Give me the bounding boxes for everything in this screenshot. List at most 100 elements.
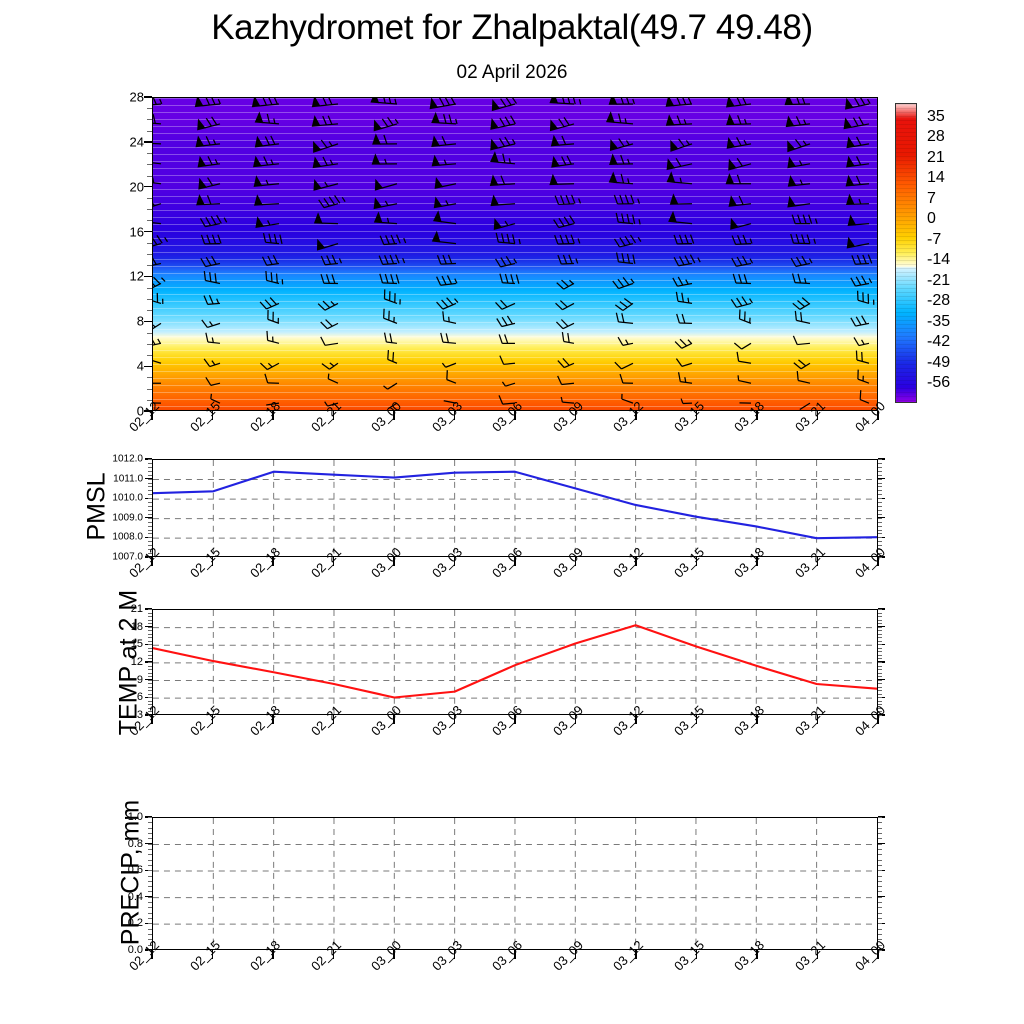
y-minor-tick bbox=[148, 662, 152, 663]
y-minor-tick bbox=[148, 859, 152, 861]
y-minor-tick bbox=[148, 494, 152, 496]
colorbar-label: 14 bbox=[927, 169, 945, 187]
y-minor-tick-right bbox=[878, 486, 882, 488]
y-minor-tick-right bbox=[878, 459, 882, 460]
y-minor-tick bbox=[148, 557, 152, 558]
x-tick-mark bbox=[393, 557, 395, 566]
y-minor-tick-right bbox=[878, 609, 882, 610]
upper-air-cross-section-plot bbox=[152, 97, 878, 411]
y-minor-tick-right bbox=[878, 665, 882, 667]
y-minor-tick bbox=[148, 616, 152, 618]
y-minor-tick bbox=[148, 683, 152, 685]
x-tick-mark bbox=[211, 715, 214, 724]
y-minor-tick-right bbox=[878, 854, 882, 856]
y-minor-tick-right bbox=[878, 711, 882, 713]
x-tick-mark bbox=[332, 950, 335, 959]
y-minor-tick-right bbox=[878, 928, 882, 930]
y-minor-tick-right bbox=[878, 545, 882, 547]
y-tick-label: 0.4 bbox=[127, 890, 143, 903]
cross-section-y-minor-tick bbox=[147, 377, 152, 379]
cross-section-x-tick bbox=[211, 411, 214, 420]
y-minor-tick bbox=[148, 474, 152, 476]
y-minor-tick bbox=[148, 462, 152, 464]
cross-section-y-minor-tick bbox=[147, 399, 152, 401]
y-minor-tick bbox=[148, 838, 152, 840]
x-tick-mark bbox=[574, 557, 577, 566]
temp-2m-line-series bbox=[153, 610, 877, 714]
colorbar-label: -21 bbox=[927, 271, 951, 289]
cross-section-y-minor-tick bbox=[147, 354, 152, 356]
precip-plot bbox=[152, 817, 878, 950]
y-tick-label: 12 bbox=[130, 656, 143, 668]
cross-section-y-minor-tick bbox=[147, 130, 152, 132]
y-minor-tick bbox=[148, 490, 152, 492]
cross-section-y-minor-tick bbox=[147, 254, 152, 255]
y-minor-tick bbox=[148, 704, 152, 706]
y-tick-label: 1009.0 bbox=[112, 512, 143, 524]
y-minor-tick bbox=[148, 817, 152, 818]
cross-section-x-tick bbox=[574, 411, 577, 420]
y-minor-tick bbox=[148, 478, 152, 480]
y-minor-tick bbox=[148, 647, 152, 649]
x-tick-mark bbox=[514, 950, 516, 959]
y-minor-tick-right bbox=[878, 697, 882, 699]
cross-section-y-minor-tick bbox=[147, 108, 152, 110]
y-minor-tick bbox=[148, 626, 152, 628]
x-tick-mark bbox=[453, 715, 456, 724]
y-minor-tick bbox=[148, 918, 152, 920]
cross-section-x-tick bbox=[695, 411, 698, 420]
cross-section-y-label: 12 bbox=[129, 268, 144, 284]
x-tick-mark bbox=[695, 950, 698, 959]
y-minor-tick-right bbox=[878, 626, 882, 628]
cross-section-y-minor-tick bbox=[147, 153, 152, 155]
colorbar-label: -42 bbox=[927, 333, 951, 351]
y-minor-tick bbox=[148, 944, 152, 946]
x-tick-mark bbox=[756, 715, 758, 724]
colorbar-label: -35 bbox=[927, 312, 951, 330]
y-minor-tick bbox=[148, 923, 152, 925]
colorbar-label: -14 bbox=[927, 251, 951, 269]
y-tick-label: 0.0 bbox=[127, 944, 143, 956]
x-tick-mark bbox=[695, 715, 698, 724]
colorbar-label: 35 bbox=[927, 108, 945, 125]
cross-section-y-minor-tick bbox=[147, 220, 152, 222]
y-minor-tick-right bbox=[878, 817, 882, 818]
cross-section-y-label: 8 bbox=[136, 313, 144, 329]
y-minor-tick bbox=[148, 669, 152, 671]
y-minor-tick-right bbox=[878, 616, 882, 618]
x-tick-mark bbox=[272, 557, 274, 566]
y-minor-tick bbox=[148, 939, 152, 941]
wind-barb-overlay bbox=[153, 98, 875, 410]
y-minor-tick-right bbox=[878, 838, 882, 840]
y-minor-tick bbox=[148, 498, 152, 500]
y-minor-tick-right bbox=[878, 864, 882, 866]
cross-section-y-minor-tick bbox=[147, 388, 152, 390]
y-minor-tick-right bbox=[878, 918, 882, 920]
y-minor-tick bbox=[148, 525, 152, 527]
y-minor-tick-right bbox=[878, 470, 882, 472]
y-minor-tick bbox=[148, 907, 152, 909]
y-minor-tick-right bbox=[878, 619, 882, 621]
y-minor-tick-right bbox=[878, 891, 882, 893]
y-minor-tick-right bbox=[878, 715, 882, 716]
x-tick-mark bbox=[695, 557, 698, 566]
cross-section-y-tick bbox=[144, 186, 152, 188]
y-minor-tick bbox=[148, 644, 152, 646]
y-minor-tick bbox=[148, 822, 152, 824]
cross-section-y-minor-tick bbox=[147, 119, 152, 121]
x-tick-mark bbox=[756, 557, 758, 566]
x-tick-mark bbox=[393, 950, 395, 959]
y-tick-label: 1.0 bbox=[127, 811, 143, 823]
x-tick-mark bbox=[151, 715, 153, 724]
y-minor-tick bbox=[148, 529, 152, 531]
colorbar-label: 7 bbox=[927, 189, 936, 207]
x-tick-mark bbox=[514, 715, 516, 724]
colorbar-label: 0 bbox=[927, 210, 936, 228]
y-minor-tick-right bbox=[878, 506, 882, 508]
y-minor-tick bbox=[148, 950, 152, 951]
cross-section-y-minor-tick bbox=[147, 175, 152, 177]
temp-2m-plot bbox=[152, 609, 878, 715]
y-minor-tick bbox=[148, 630, 152, 632]
cross-section-y-label: 4 bbox=[136, 358, 144, 374]
cross-section-y-tick bbox=[144, 275, 152, 278]
